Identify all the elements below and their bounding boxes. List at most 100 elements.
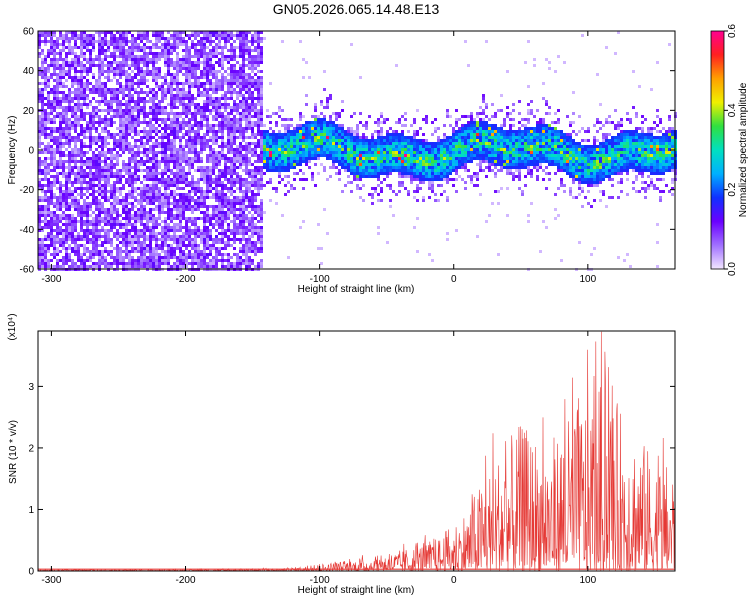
spectrogram-cell <box>146 67 149 70</box>
spectrogram-cell <box>209 94 212 97</box>
spectrogram-cell <box>206 130 209 133</box>
spectrogram-cell <box>98 172 101 175</box>
spectrogram-cell <box>125 178 128 181</box>
spectrogram-cell <box>38 55 41 58</box>
spectrogram-cell <box>221 217 224 220</box>
spectrogram-cell <box>200 259 203 262</box>
spectrogram-cell <box>56 214 59 217</box>
spectrogram-cell <box>101 256 104 259</box>
spectrogram-cell <box>203 199 206 202</box>
spectrogram-cell <box>131 106 134 109</box>
spectrogram-cell <box>251 175 254 178</box>
spectrogram-cell <box>305 124 308 127</box>
spectrogram-cell <box>41 241 44 244</box>
spectrogram-cell <box>122 61 125 64</box>
spectrogram-cell <box>125 211 128 214</box>
spectrogram-cell <box>209 52 212 55</box>
spectrogram-cell <box>260 157 263 160</box>
spectrogram-cell <box>152 199 155 202</box>
spectrogram-cell <box>50 37 53 40</box>
spectrogram-cell <box>38 91 41 94</box>
spectrogram-cell <box>137 235 140 238</box>
spectrogram-cell <box>191 67 194 70</box>
spectrogram-cell <box>149 238 152 241</box>
spectrogram-cell <box>137 121 140 124</box>
spectrogram-cell <box>215 154 218 157</box>
spectrogram-cell <box>284 133 287 136</box>
spectrogram-cell <box>260 136 263 139</box>
spectrogram-cell <box>101 43 104 46</box>
spectrogram-cell <box>74 76 77 79</box>
spectrogram-cell <box>311 151 314 154</box>
spectrogram-cell <box>242 154 245 157</box>
spectrogram-cell <box>167 136 170 139</box>
spectrogram-cell <box>161 172 164 175</box>
spectrogram-cell <box>227 127 230 130</box>
spectrogram-cell <box>143 208 146 211</box>
spectrogram-cell <box>128 79 131 82</box>
spectrogram-cell <box>152 100 155 103</box>
spectrogram-cell <box>107 175 110 178</box>
spectrogram-cell <box>50 121 53 124</box>
spectrogram-cell <box>215 139 218 142</box>
spectrogram-cell <box>164 142 167 145</box>
spectrogram-cell <box>245 217 248 220</box>
spectrogram-cell <box>242 112 245 115</box>
spectrogram-cell <box>257 169 260 172</box>
spectrogram-cell <box>86 82 89 85</box>
spectrogram-cell <box>71 34 74 37</box>
spectrogram-cell <box>80 235 83 238</box>
spectrogram-cell <box>278 157 281 160</box>
spectrogram-cell <box>50 136 53 139</box>
spectrogram-cell <box>242 127 245 130</box>
spectrogram-cell <box>206 265 209 268</box>
spectrogram-cell <box>137 250 140 253</box>
spectrogram-cell <box>257 31 260 34</box>
spectrogram-cell <box>86 34 89 37</box>
spectrogram-cell <box>59 265 62 268</box>
spectrogram-cell <box>176 259 179 262</box>
spectrogram-cell <box>116 253 119 256</box>
spectrogram-cell <box>170 157 173 160</box>
spectrogram-cell <box>80 31 83 34</box>
spectrogram-cell <box>161 229 164 232</box>
spectrogram-cell <box>62 61 65 64</box>
spectrogram-cell <box>248 205 251 208</box>
spectrogram-cell <box>251 55 254 58</box>
spectrogram-cell <box>299 169 302 172</box>
spectrogram-cell <box>50 88 53 91</box>
spectrogram-cell <box>254 55 257 58</box>
spectrogram-cell <box>170 118 173 121</box>
spectrogram-cell <box>239 82 242 85</box>
spectrogram-cell <box>170 217 173 220</box>
spectrogram-cell <box>257 46 260 49</box>
spectrogram-cell <box>65 259 68 262</box>
spectrogram-cell <box>77 253 80 256</box>
spectrogram-cell <box>164 217 167 220</box>
spectrogram-cell <box>218 160 221 163</box>
spectrogram-cell <box>47 136 50 139</box>
spectrogram-cell <box>89 241 92 244</box>
spectrogram-cell <box>272 169 275 172</box>
spectrogram-cell <box>191 64 194 67</box>
spectrogram-cell <box>137 70 140 73</box>
spectrogram-cell <box>167 229 170 232</box>
spectrogram-cell <box>152 46 155 49</box>
spectrogram-cell <box>308 145 311 148</box>
spectrogram-cell <box>125 118 128 121</box>
spectrogram-cell <box>257 130 260 133</box>
spectrogram-cell <box>77 202 80 205</box>
spectrogram-cell <box>125 49 128 52</box>
spectrogram-cell <box>170 184 173 187</box>
spectrogram-cell <box>176 133 179 136</box>
spectrogram-cell <box>149 100 152 103</box>
spectrogram-cell <box>203 265 206 268</box>
spectrogram-cell <box>56 97 59 100</box>
spectrogram-cell <box>248 187 251 190</box>
spectrogram-cell <box>68 43 71 46</box>
spectrogram-cell <box>56 112 59 115</box>
spectrogram-cell <box>260 247 263 250</box>
spectrogram-cell <box>116 40 119 43</box>
spectrogram-cell <box>74 175 77 178</box>
spectrogram-cell <box>95 166 98 169</box>
